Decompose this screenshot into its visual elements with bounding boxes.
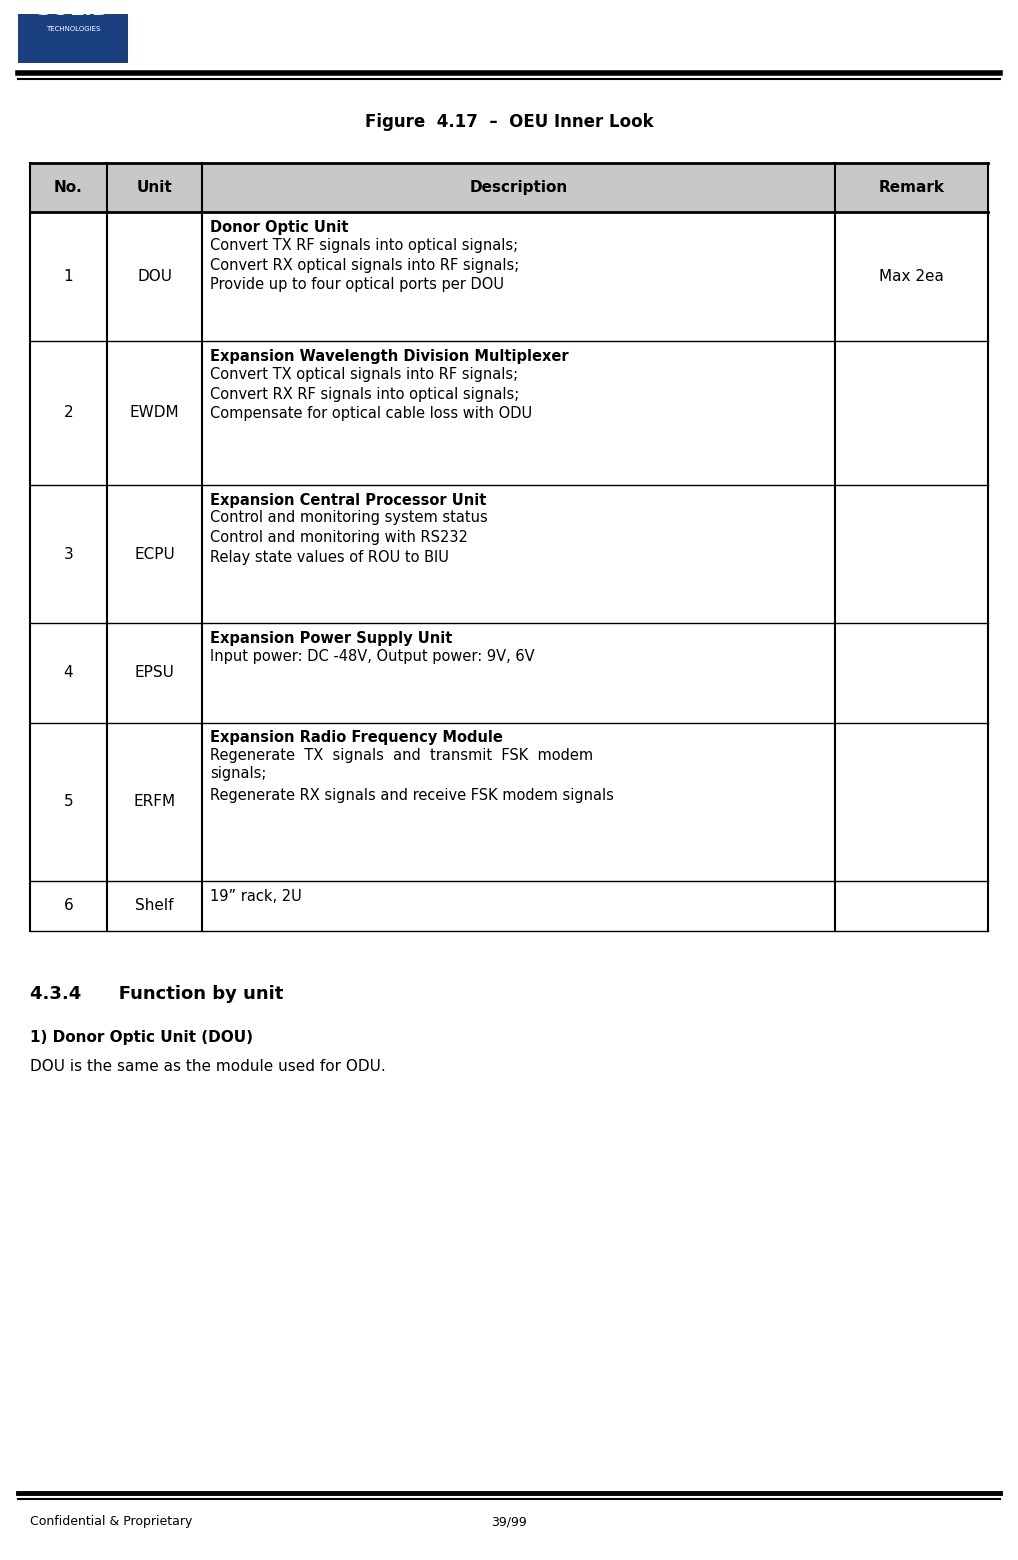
Text: Expansion Radio Frequency Module: Expansion Radio Frequency Module xyxy=(211,730,503,746)
Text: 4: 4 xyxy=(63,666,73,680)
Text: Convert RX optical signals into RF signals;: Convert RX optical signals into RF signa… xyxy=(211,257,520,273)
Text: Expansion Power Supply Unit: Expansion Power Supply Unit xyxy=(211,632,453,646)
Text: 39/99: 39/99 xyxy=(491,1515,527,1529)
Text: 3: 3 xyxy=(63,546,73,562)
Text: ECPU: ECPU xyxy=(134,546,175,562)
Text: 19” rack, 2U: 19” rack, 2U xyxy=(211,889,302,903)
Text: Control and monitoring system status: Control and monitoring system status xyxy=(211,510,489,526)
Text: 4.3.4      Function by unit: 4.3.4 Function by unit xyxy=(30,986,283,1003)
Text: Shelf: Shelf xyxy=(135,899,174,913)
Text: Convert TX optical signals into RF signals;: Convert TX optical signals into RF signa… xyxy=(211,367,518,382)
Text: Remark: Remark xyxy=(879,179,945,195)
Text: EWDM: EWDM xyxy=(129,406,179,420)
Text: Max 2ea: Max 2ea xyxy=(879,268,944,284)
Text: Relay state values of ROU to BIU: Relay state values of ROU to BIU xyxy=(211,551,449,565)
Text: 6: 6 xyxy=(63,899,73,913)
Text: Expansion Central Processor Unit: Expansion Central Processor Unit xyxy=(211,493,487,507)
Text: Confidential & Proprietary: Confidential & Proprietary xyxy=(30,1515,192,1529)
Text: Description: Description xyxy=(469,179,568,195)
Text: SOLiD: SOLiD xyxy=(36,0,111,19)
Text: Convert RX RF signals into optical signals;: Convert RX RF signals into optical signa… xyxy=(211,387,520,401)
Text: 5: 5 xyxy=(63,794,73,810)
Text: 1) Donor Optic Unit (DOU): 1) Donor Optic Unit (DOU) xyxy=(30,1030,253,1045)
Text: TECHNOLOGIES: TECHNOLOGIES xyxy=(46,25,100,31)
Text: DOU is the same as the module used for ODU.: DOU is the same as the module used for O… xyxy=(30,1059,386,1075)
Text: 1: 1 xyxy=(63,268,73,284)
Bar xyxy=(30,162,988,212)
Text: Donor Optic Unit: Donor Optic Unit xyxy=(211,220,349,236)
Text: EPSU: EPSU xyxy=(134,666,174,680)
Text: 2: 2 xyxy=(63,406,73,420)
Text: Control and monitoring with RS232: Control and monitoring with RS232 xyxy=(211,530,468,546)
Text: Expansion Wavelength Division Multiplexer: Expansion Wavelength Division Multiplexe… xyxy=(211,349,569,363)
Text: ERFM: ERFM xyxy=(133,794,175,810)
Text: Regenerate  TX  signals  and  transmit  FSK  modem
signals;: Regenerate TX signals and transmit FSK m… xyxy=(211,749,593,780)
Text: Figure  4.17  –  OEU Inner Look: Figure 4.17 – OEU Inner Look xyxy=(364,112,654,131)
Text: No.: No. xyxy=(54,179,82,195)
Bar xyxy=(18,0,128,64)
Text: Compensate for optical cable loss with ODU: Compensate for optical cable loss with O… xyxy=(211,406,532,421)
Text: Convert TX RF signals into optical signals;: Convert TX RF signals into optical signa… xyxy=(211,237,518,253)
Text: DOU: DOU xyxy=(137,268,172,284)
Text: Regenerate RX signals and receive FSK modem signals: Regenerate RX signals and receive FSK mo… xyxy=(211,788,614,803)
Text: Provide up to four optical ports per DOU: Provide up to four optical ports per DOU xyxy=(211,278,505,292)
Text: Input power: DC -48V, Output power: 9V, 6V: Input power: DC -48V, Output power: 9V, … xyxy=(211,649,535,665)
Text: Unit: Unit xyxy=(136,179,172,195)
